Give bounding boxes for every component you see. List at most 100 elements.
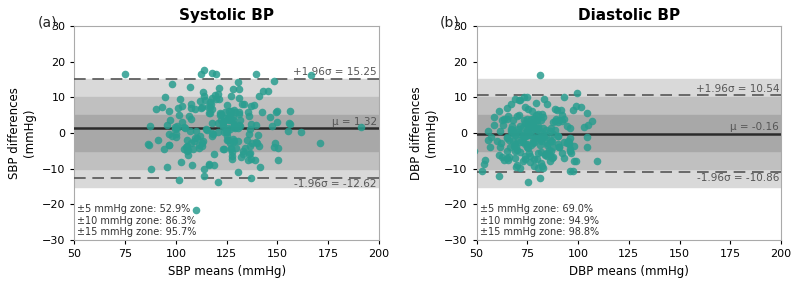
Point (522, 179, 534, 184)
Point (172, 177, 185, 182)
Point (506, 128, 519, 133)
Point (250, 140, 262, 145)
Point (226, 153, 238, 158)
Point (525, 116, 538, 121)
Point (528, 140, 541, 144)
Point (488, 122, 501, 127)
Point (175, 160, 188, 164)
Point (546, 119, 559, 124)
Point (252, 132, 265, 137)
Point (498, 157, 510, 162)
Point (582, 123, 594, 128)
Point (506, 118, 519, 123)
Point (523, 153, 536, 158)
Point (230, 146, 242, 150)
Point (304, 73, 317, 78)
Point (509, 133, 522, 138)
Point (142, 142, 155, 147)
Point (514, 140, 526, 145)
Point (516, 125, 529, 130)
Point (538, 152, 551, 156)
Point (510, 164, 522, 169)
Point (566, 108, 579, 112)
Point (228, 121, 241, 126)
Point (507, 139, 520, 144)
Point (186, 146, 199, 151)
Point (226, 139, 239, 144)
Point (551, 142, 564, 147)
Point (518, 157, 531, 162)
Point (511, 138, 524, 142)
Point (565, 150, 578, 155)
Bar (74, 80, 379, 186)
Point (163, 143, 176, 148)
Point (551, 107, 564, 112)
Point (224, 141, 237, 146)
Point (248, 103, 261, 108)
Point (175, 120, 188, 124)
Point (501, 136, 514, 141)
Point (222, 116, 234, 120)
Point (581, 111, 594, 116)
Point (227, 138, 240, 143)
Bar (477, 80, 781, 186)
X-axis label: DBP means (mmHg): DBP means (mmHg) (569, 265, 689, 278)
Point (448, 165, 461, 169)
Point (213, 97, 226, 101)
Point (571, 91, 584, 96)
Point (190, 136, 203, 140)
Point (546, 154, 559, 159)
Point (270, 109, 283, 114)
Point (518, 118, 530, 122)
Point (202, 110, 215, 115)
Point (171, 106, 184, 110)
Point (233, 96, 246, 101)
Point (531, 151, 544, 156)
Point (503, 144, 516, 149)
Point (217, 120, 230, 124)
Point (517, 134, 530, 139)
Point (525, 143, 538, 147)
Point (211, 92, 224, 96)
Point (226, 150, 239, 154)
Point (527, 125, 540, 130)
Point (240, 138, 253, 142)
Point (551, 120, 564, 124)
Point (250, 72, 262, 76)
Point (200, 128, 213, 132)
Point (203, 100, 216, 104)
Point (502, 157, 514, 162)
Point (182, 153, 194, 158)
Point (194, 134, 206, 139)
Point (184, 102, 197, 106)
Point (524, 122, 537, 126)
Point (200, 126, 213, 131)
Point (590, 158, 603, 163)
Point (256, 110, 269, 115)
Point (500, 148, 513, 153)
Point (227, 87, 240, 92)
Point (539, 132, 552, 137)
Point (500, 117, 513, 121)
Point (234, 154, 247, 159)
Point (237, 152, 250, 156)
Point (541, 102, 554, 106)
Text: +1.96σ = 15.25: +1.96σ = 15.25 (294, 67, 377, 77)
Point (496, 118, 509, 122)
Point (578, 124, 590, 129)
Point (536, 164, 549, 168)
Point (495, 155, 508, 160)
Point (574, 105, 587, 110)
Bar (74, 97, 379, 169)
Point (478, 158, 491, 162)
Point (504, 126, 517, 131)
Point (502, 155, 515, 160)
Point (192, 143, 205, 147)
Point (564, 146, 577, 151)
Point (237, 149, 250, 153)
Point (233, 123, 246, 128)
Point (506, 124, 518, 129)
Point (553, 144, 566, 149)
Point (245, 122, 258, 127)
Point (475, 169, 488, 174)
